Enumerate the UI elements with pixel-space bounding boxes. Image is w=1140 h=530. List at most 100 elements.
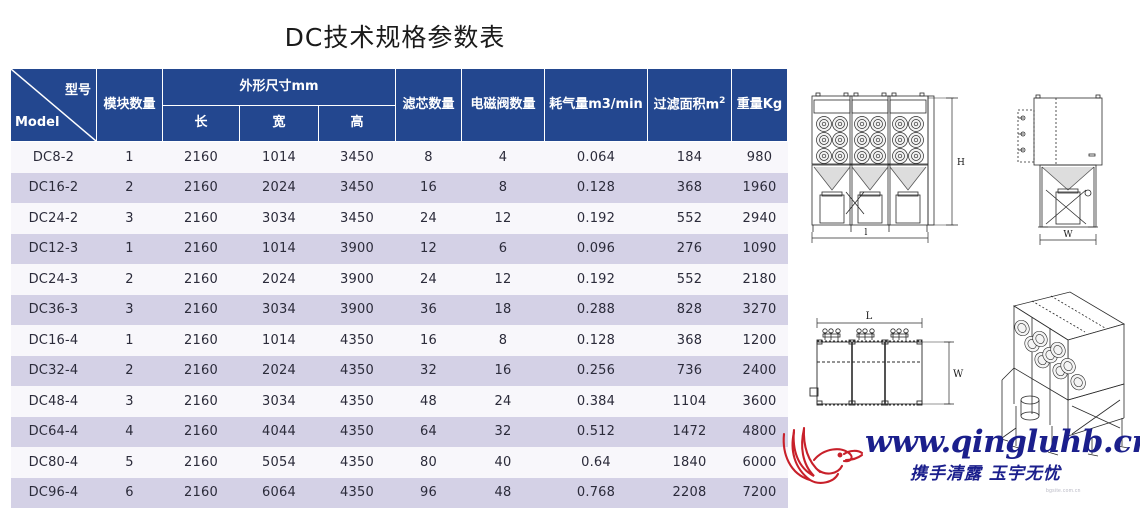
cell-model: DC32-4 (10, 355, 97, 386)
cell-filters: 24 (395, 203, 462, 234)
cell-area: 184 (647, 141, 732, 173)
cell-valves: 4 (461, 141, 545, 173)
cell-height: 3450 (318, 172, 396, 203)
cell-model: DC16-2 (10, 172, 97, 203)
cell-valves: 12 (461, 264, 545, 295)
micro-watermark-text: bgsite.com.cn (1046, 488, 1081, 494)
cell-weight: 3600 (731, 386, 788, 417)
header-model-en: Model (15, 114, 60, 130)
cell-model: DC24-3 (10, 264, 97, 295)
cell-height: 3450 (318, 203, 396, 234)
cell-area: 552 (647, 264, 732, 295)
cell-valves: 24 (461, 386, 545, 417)
cell-model: DC36-3 (10, 294, 97, 325)
header-length: 长 (162, 104, 240, 142)
cell-weight: 6000 (731, 447, 788, 478)
cell-height: 4350 (318, 386, 396, 417)
front-view-width-dim: l (865, 228, 868, 238)
cell-weight: 2400 (731, 355, 788, 386)
header-weight: 重量Kg (731, 68, 788, 142)
cell-air: 0.192 (544, 264, 648, 295)
table-row: DC48-4 3 2160 3034 4350 48 24 0.384 1104 3600 (10, 386, 788, 417)
cell-length: 2160 (162, 447, 240, 478)
cell-weight: 1090 (731, 233, 788, 264)
cell-height: 4350 (318, 477, 396, 508)
cell-model: DC48-4 (10, 386, 97, 417)
table-head: 型号 Model 模块数量 外形尺寸mm 滤芯数量 电磁阀数量 耗气量m3/mi… (10, 68, 788, 142)
drawing-isometric-view (972, 288, 1140, 460)
cell-model: DC16-4 (10, 325, 97, 356)
cell-height: 3450 (318, 141, 396, 173)
cell-width: 2024 (239, 355, 319, 386)
cell-height: 4350 (318, 355, 396, 386)
cell-height: 4350 (318, 416, 396, 447)
page-title: DC技术规格参数表 (284, 23, 506, 52)
header-model-corner: 型号 Model (10, 68, 97, 142)
cell-weight: 3270 (731, 294, 788, 325)
cell-filters: 24 (395, 264, 462, 295)
cell-width: 5054 (239, 447, 319, 478)
cell-area: 368 (647, 172, 732, 203)
cell-width: 3034 (239, 203, 319, 234)
watermark-tagline: 携手清露 玉宇无忧 (910, 464, 1061, 484)
cell-valves: 8 (461, 325, 545, 356)
header-filter-count: 滤芯数量 (395, 68, 462, 142)
cell-air: 0.384 (544, 386, 648, 417)
cell-filters: 36 (395, 294, 462, 325)
top-view-length-dim: L (866, 311, 873, 322)
table-row: DC8-2 1 2160 1014 3450 8 4 0.064 184 980 (10, 141, 788, 173)
cell-model: DC12-3 (10, 233, 97, 264)
cell-valves: 48 (461, 477, 545, 508)
header-model-cn: 型号 (64, 83, 91, 98)
cell-weight: 7200 (731, 477, 788, 508)
drawing-front-view: l H (802, 62, 978, 250)
cell-air: 0.768 (544, 477, 648, 508)
cell-width: 1014 (239, 141, 319, 173)
table-row: DC36-3 3 2160 3034 3900 36 18 0.288 828 3270 (10, 294, 788, 325)
cell-length: 2160 (162, 355, 240, 386)
table-row: DC24-3 2 2160 2024 3900 24 12 0.192 552 2180 (10, 264, 788, 295)
cell-filters: 16 (395, 325, 462, 356)
cell-area: 828 (647, 294, 732, 325)
cell-length: 2160 (162, 233, 240, 264)
cell-model: DC24-2 (10, 203, 97, 234)
cell-height: 4350 (318, 447, 396, 478)
cell-width: 6064 (239, 477, 319, 508)
cell-length: 2160 (162, 172, 240, 203)
cell-area: 736 (647, 355, 732, 386)
cell-width: 1014 (239, 233, 319, 264)
cell-modules: 3 (96, 294, 163, 325)
table-row: DC96-4 6 2160 6064 4350 96 48 0.768 2208 7200 (10, 477, 788, 508)
cell-filters: 80 (395, 447, 462, 478)
cell-length: 2160 (162, 477, 240, 508)
cell-air: 0.64 (544, 447, 648, 478)
cell-width: 4044 (239, 416, 319, 447)
spec-table: 型号 Model 模块数量 外形尺寸mm 滤芯数量 电磁阀数量 耗气量m3/mi… (10, 68, 788, 508)
cell-height: 4350 (318, 325, 396, 356)
cell-air: 0.128 (544, 172, 648, 203)
header-height: 高 (318, 104, 396, 142)
cell-valves: 12 (461, 203, 545, 234)
drawing-top-view: L W (797, 292, 975, 427)
side-view-width-dim: W (1063, 230, 1073, 240)
cell-area: 552 (647, 203, 732, 234)
cell-length: 2160 (162, 386, 240, 417)
header-air-consumption: 耗气量m3/min (544, 68, 648, 142)
cell-modules: 2 (96, 172, 163, 203)
cell-valves: 6 (461, 233, 545, 264)
header-module-count: 模块数量 (96, 68, 163, 142)
cell-width: 1014 (239, 325, 319, 356)
cell-weight: 2940 (731, 203, 788, 234)
cell-model: DC80-4 (10, 447, 97, 478)
table-row: DC12-3 1 2160 1014 3900 12 6 0.096 276 1090 (10, 233, 788, 264)
cell-air: 0.288 (544, 294, 648, 325)
cell-length: 2160 (162, 325, 240, 356)
cell-width: 3034 (239, 386, 319, 417)
header-filter-area-sup: 2 (719, 96, 726, 107)
header-filter-area: 过滤面积m2 (647, 68, 732, 142)
cell-air: 0.192 (544, 203, 648, 234)
cell-filters: 12 (395, 233, 462, 264)
cell-height: 3900 (318, 294, 396, 325)
cell-modules: 2 (96, 264, 163, 295)
cell-width: 2024 (239, 172, 319, 203)
